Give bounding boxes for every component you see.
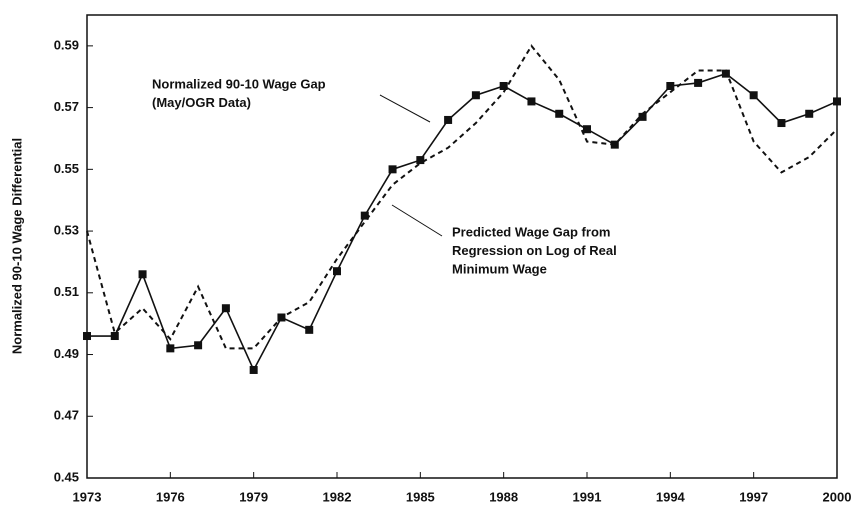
x-tick-label: 1985 <box>406 489 435 504</box>
x-tick-label: 1979 <box>239 489 268 504</box>
point-marker <box>110 332 119 341</box>
y-tick-label: 0.55 <box>54 161 79 176</box>
series-annotation: (May/OGR Data) <box>152 95 251 110</box>
point-marker <box>805 109 814 118</box>
point-marker <box>360 211 369 220</box>
x-tick-label: 1997 <box>739 489 768 504</box>
x-tick-label: 1988 <box>489 489 518 504</box>
point-marker <box>388 165 397 174</box>
y-tick-label: 0.53 <box>54 223 79 238</box>
series-line <box>87 72 838 372</box>
point-marker <box>777 119 786 128</box>
leader-line <box>379 94 431 123</box>
point-marker <box>666 81 675 90</box>
point-marker <box>833 97 841 106</box>
point-marker <box>138 270 147 279</box>
point-marker <box>694 78 703 87</box>
y-tick-label: 0.49 <box>54 346 79 361</box>
y-tick-label: 0.57 <box>54 99 79 114</box>
point-marker <box>444 115 453 124</box>
series-annotation: Normalized 90-10 Wage Gap <box>152 76 326 91</box>
point-marker <box>194 341 203 350</box>
point-marker <box>638 112 647 121</box>
y-tick-label: 0.45 <box>54 469 79 484</box>
point-marker <box>499 81 508 90</box>
x-tick-label: 1991 <box>573 489 602 504</box>
leader-line <box>391 204 443 237</box>
point-marker <box>583 125 591 134</box>
x-tick-label: 1973 <box>73 489 102 504</box>
plot-frame <box>86 14 838 479</box>
x-tick-label: 1994 <box>656 489 686 504</box>
point-marker <box>305 325 314 334</box>
point-marker <box>249 365 258 374</box>
series-annotation: Minimum Wage <box>452 261 547 276</box>
point-marker <box>416 156 425 165</box>
x-tick-label: 1982 <box>323 489 352 504</box>
y-tick-label: 0.47 <box>54 408 79 423</box>
point-marker <box>749 91 758 100</box>
y-tick-label: 0.51 <box>54 284 79 299</box>
point-marker <box>555 109 564 118</box>
series-annotation: Predicted Wage Gap from <box>452 224 610 239</box>
point-marker <box>83 332 91 341</box>
x-tick-label: 2000 <box>823 489 852 504</box>
point-marker <box>471 91 480 100</box>
point-marker <box>166 344 175 353</box>
y-axis-label: Normalized 90-10 Wage Differential <box>9 138 24 354</box>
point-marker <box>221 304 230 313</box>
point-marker <box>721 69 730 78</box>
point-marker <box>333 267 341 276</box>
point-marker <box>527 97 536 106</box>
x-tick-label: 1976 <box>156 489 185 504</box>
series-line <box>86 44 838 350</box>
y-tick-label: 0.59 <box>54 37 79 52</box>
series-annotation: Regression on Log of Real <box>452 243 617 258</box>
